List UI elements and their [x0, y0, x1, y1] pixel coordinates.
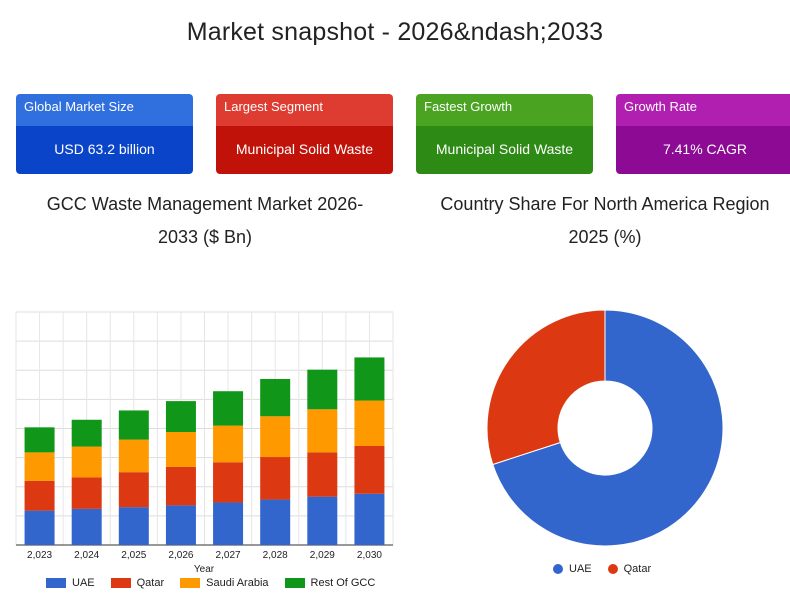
card-value: USD 63.2 billion: [16, 126, 193, 174]
donut-chart: [486, 309, 724, 547]
bar-segment-saudi-arabia: [260, 416, 291, 458]
x-axis-label: Year: [194, 564, 215, 575]
bar-segment-rest-of-gcc: [71, 419, 102, 447]
card-value: 7.41% CAGR: [616, 126, 790, 174]
bar-chart-legend: UAE Qatar Saudi Arabia Rest Of GCC: [46, 577, 391, 589]
card-label: Fastest Growth: [416, 94, 593, 126]
bar-segment-uae: [118, 507, 149, 545]
bar-segment-qatar: [260, 457, 291, 500]
bar-segment-rest-of-gcc: [24, 427, 55, 453]
bar-segment-saudi-arabia: [354, 400, 385, 446]
legend-label: Saudi Arabia: [206, 577, 269, 589]
bar-segment-rest-of-gcc: [118, 410, 149, 440]
x-tick-label: 2,030: [357, 550, 382, 561]
x-tick-label: 2,024: [74, 550, 99, 561]
legend-swatch: [110, 578, 131, 588]
bar-segment-qatar: [165, 466, 196, 506]
x-tick-label: 2,025: [121, 550, 146, 561]
legend-swatch: [180, 578, 201, 588]
legend-label: UAE: [72, 577, 95, 589]
legend-label: Qatar: [623, 563, 652, 575]
bar-segment-uae: [213, 502, 244, 545]
card-global-market-size: Global Market Size USD 63.2 billion: [16, 94, 193, 174]
bar-segment-qatar: [118, 472, 149, 508]
bar-segment-saudi-arabia: [24, 452, 55, 481]
bar-segment-uae: [71, 508, 102, 545]
bar-segment-saudi-arabia: [213, 425, 244, 463]
card-label: Largest Segment: [216, 94, 393, 126]
pie-chart-title-line2: 2025 (%): [568, 227, 642, 247]
x-tick-label: 2,026: [168, 550, 193, 561]
card-largest-segment: Largest Segment Municipal Solid Waste: [216, 94, 393, 174]
card-growth-rate: Growth Rate 7.41% CAGR: [616, 94, 790, 174]
card-fastest-growth: Fastest Growth Municipal Solid Waste: [416, 94, 593, 174]
bar-segment-uae: [260, 499, 291, 545]
stacked-bar-chart: 2,023 2,024 2,025 2,026 2,027 2,028 2,029 2,030…: [15, 311, 394, 575]
bar-segment-uae: [165, 505, 196, 545]
bar-segment-qatar: [71, 477, 102, 509]
bar-segment-rest-of-gcc: [354, 357, 385, 401]
x-tick-label: 2,023: [27, 550, 52, 561]
bar-segment-rest-of-gcc: [165, 401, 196, 432]
card-value: Municipal Solid Waste: [216, 126, 393, 174]
x-tick-label: 2,027: [216, 550, 241, 561]
card-value: Municipal Solid Waste: [416, 126, 593, 174]
bar-segment-qatar: [213, 462, 244, 503]
x-tick-label: 2,029: [310, 550, 335, 561]
legend-item: Qatar: [607, 563, 652, 575]
legend-label: Rest Of GCC: [310, 577, 376, 589]
pie-chart-title: Country Share For North America Region 2…: [420, 188, 790, 254]
bar-segment-rest-of-gcc: [260, 378, 291, 417]
bar-segment-saudi-arabia: [165, 431, 196, 467]
legend-swatch: [284, 578, 305, 588]
bar-segment-qatar: [24, 480, 55, 511]
bar-segment-uae: [24, 510, 55, 545]
bar-segment-saudi-arabia: [307, 409, 338, 453]
legend-item: UAE: [46, 577, 95, 589]
bar-chart-title-line2: 2033 ($ Bn): [157, 227, 253, 247]
legend-label: UAE: [569, 563, 592, 575]
legend-item: Qatar: [110, 577, 165, 589]
legend-item: Saudi Arabia: [180, 577, 269, 589]
bar-segment-qatar: [307, 452, 338, 497]
legend-item: UAE: [553, 563, 592, 575]
donut-slice-uae: [492, 309, 724, 547]
legend-label: Qatar: [136, 577, 165, 589]
x-tick-label: 2,028: [263, 550, 288, 561]
bar-segment-uae: [354, 493, 385, 545]
legend-dot: [607, 564, 618, 574]
bar-segment-saudi-arabia: [71, 446, 102, 478]
legend-item: Rest Of GCC: [284, 577, 376, 589]
bar-segment-rest-of-gcc: [213, 391, 244, 426]
bar-segment-saudi-arabia: [118, 439, 149, 473]
legend-swatch: [46, 578, 66, 588]
card-label: Growth Rate: [616, 94, 790, 126]
bar-segment-rest-of-gcc: [307, 369, 338, 410]
bar-segment-qatar: [354, 445, 385, 494]
page-title: Market snapshot - 2026&ndash;2033: [186, 18, 604, 46]
bar-segment-uae: [307, 496, 338, 545]
pie-chart-title-line1: Country Share For North America Region: [440, 194, 770, 214]
bar-chart-title: GCC Waste Management Market 2026- 2033 (…: [0, 188, 410, 254]
bar-chart-title-line1: GCC Waste Management Market 2026-: [46, 194, 364, 214]
pie-chart-legend: UAE Qatar: [553, 563, 667, 575]
donut-slice-qatar: [486, 309, 606, 466]
card-label: Global Market Size: [16, 94, 193, 126]
legend-dot: [553, 564, 563, 574]
